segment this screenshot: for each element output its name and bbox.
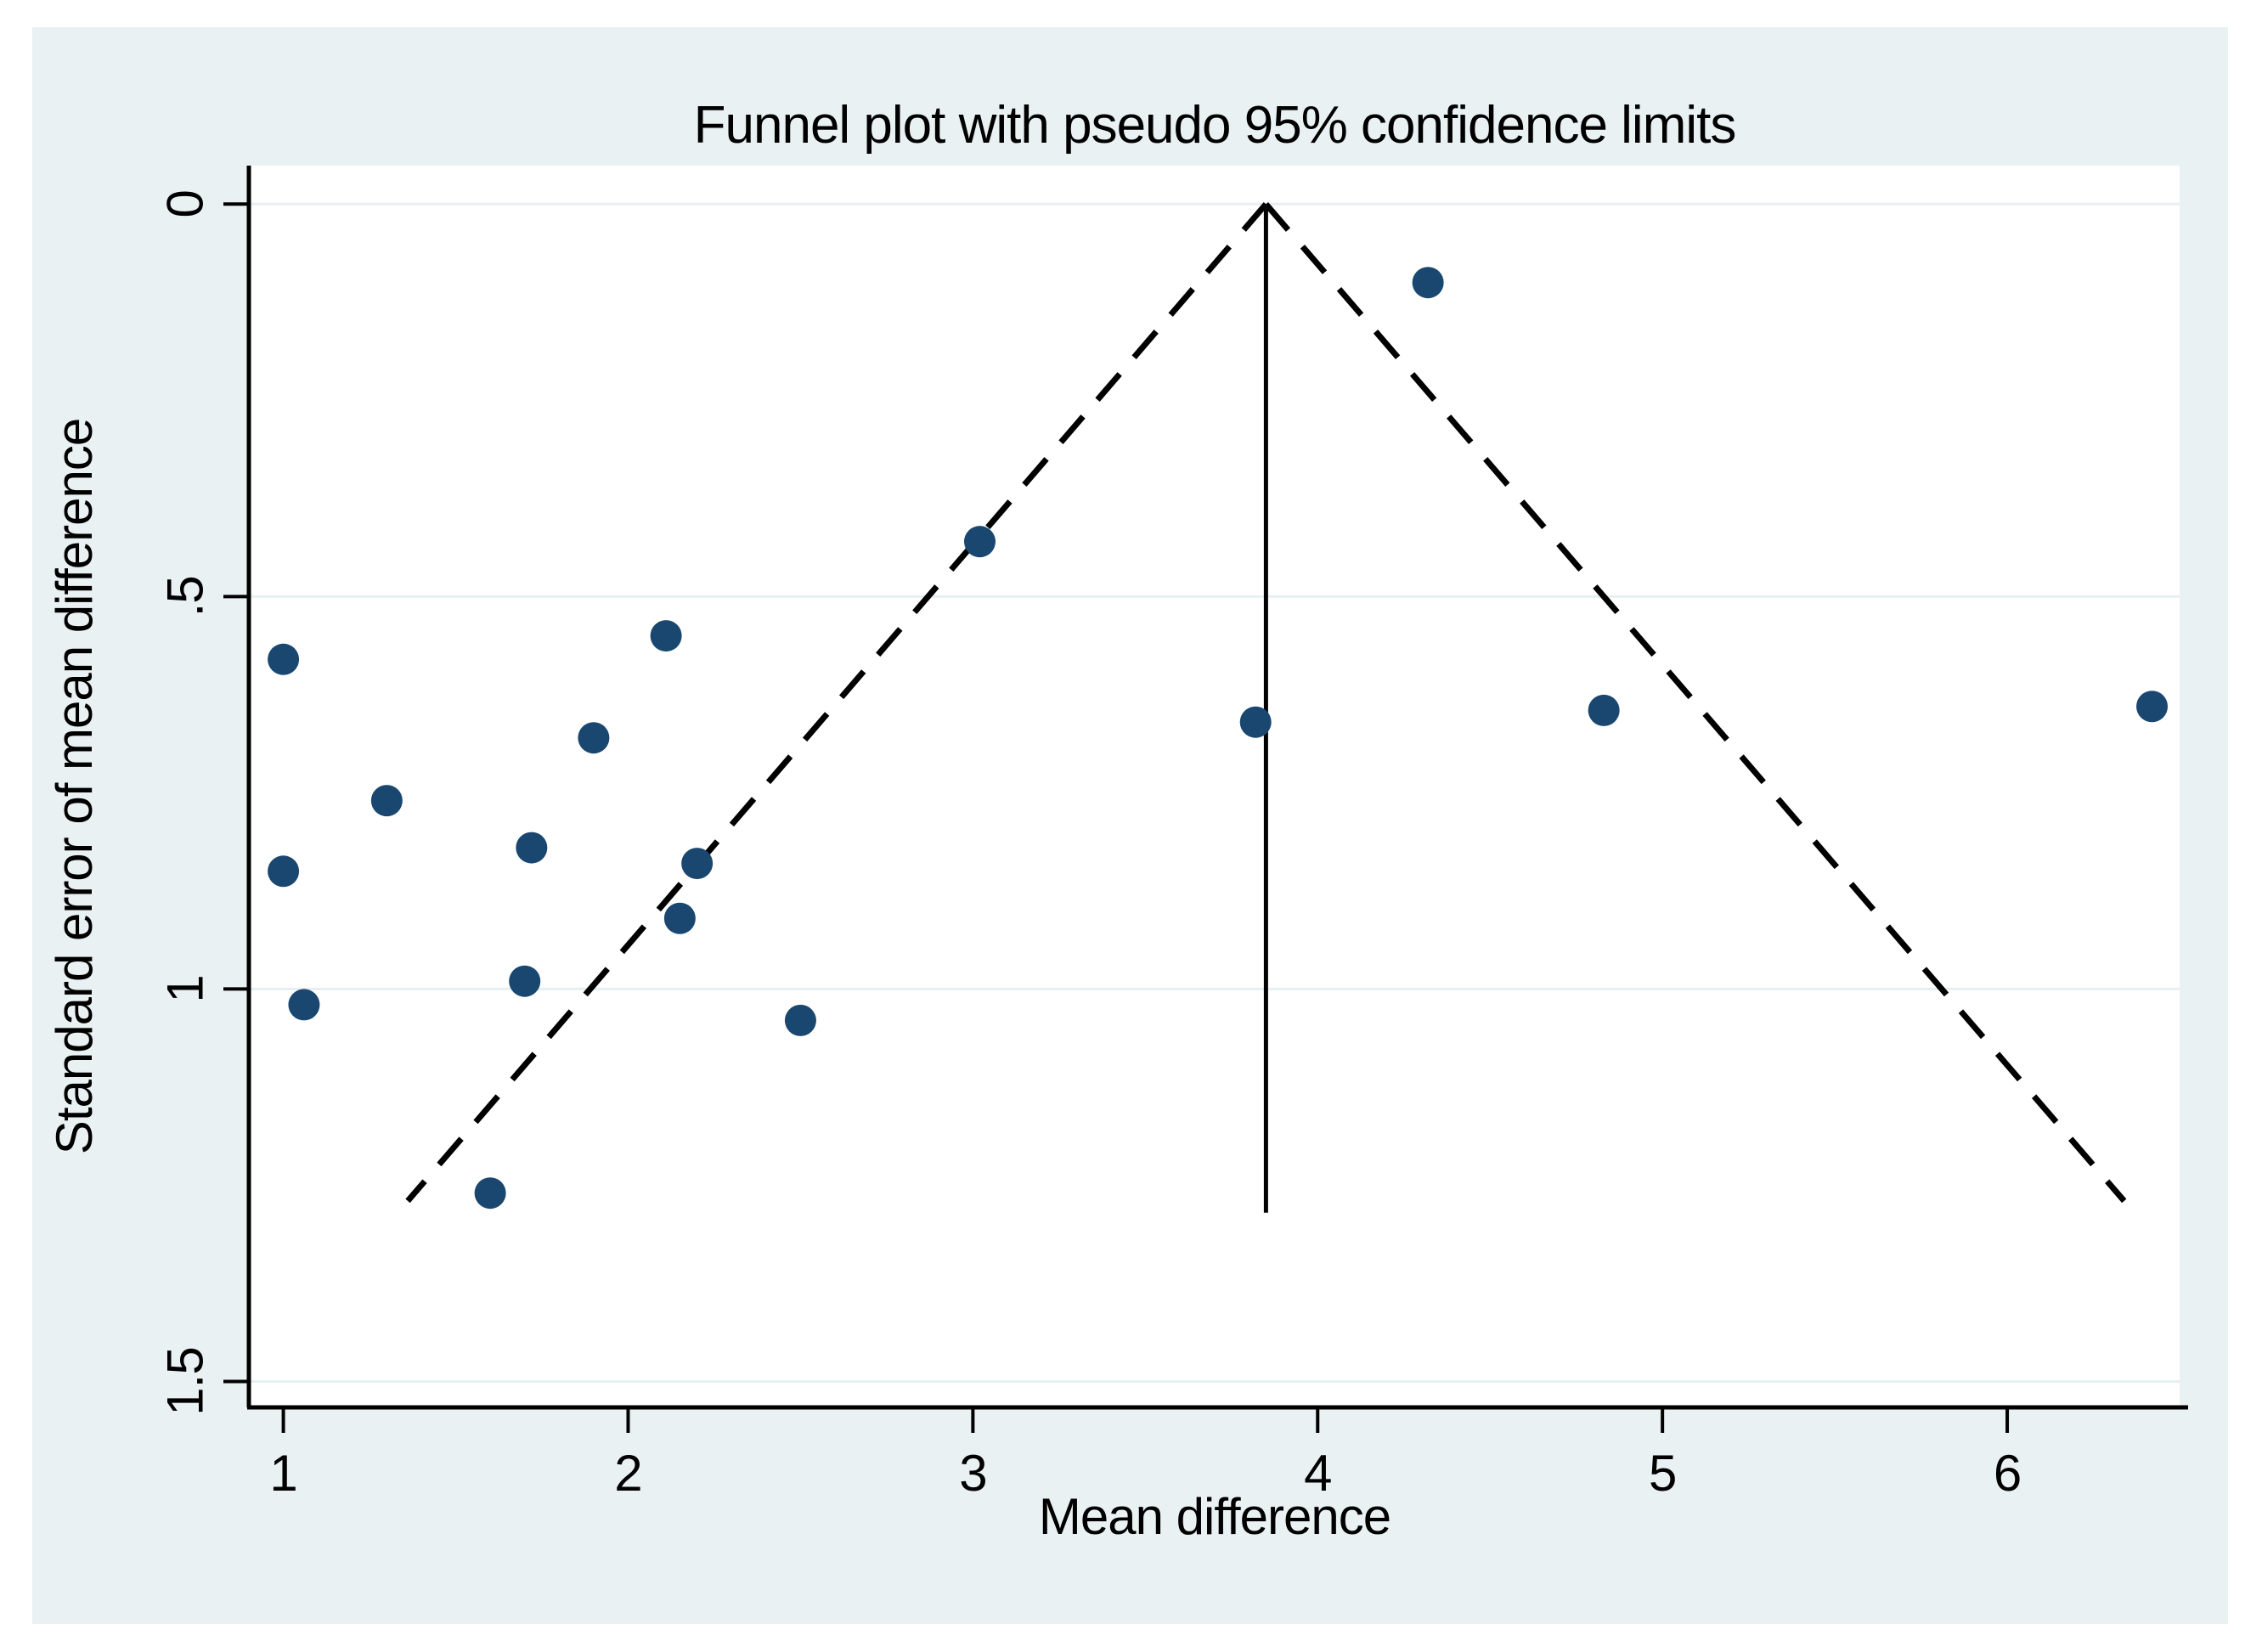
study-point <box>784 1004 816 1036</box>
study-point <box>1239 706 1272 738</box>
pseudo-ci-line-left <box>405 201 1269 1204</box>
study-point <box>963 526 996 558</box>
x-tick-label: 6 <box>1994 1445 2021 1502</box>
study-point <box>1588 694 1620 726</box>
study-point <box>516 832 548 864</box>
study-point <box>268 855 300 888</box>
study-point <box>1412 267 1444 299</box>
data-points-layer <box>268 267 2169 1209</box>
study-point <box>474 1177 506 1209</box>
study-point <box>509 965 541 997</box>
study-point <box>2136 691 2169 723</box>
x-tick-label: 1 <box>269 1445 296 1502</box>
study-point <box>268 643 300 675</box>
plot-area <box>249 166 2180 1407</box>
x-tick-label: 4 <box>1304 1445 1331 1502</box>
pseudo-ci-line-right <box>1263 201 2127 1204</box>
study-point <box>681 848 714 880</box>
y-tick-label: 1 <box>157 975 214 1002</box>
study-point <box>370 785 403 817</box>
chart-title: Funnel plot with pseudo 95% confidence l… <box>694 96 1736 155</box>
study-point <box>288 989 320 1021</box>
y-tick-label: 1.5 <box>157 1347 214 1415</box>
x-tick-label: 3 <box>959 1445 986 1502</box>
study-point <box>650 620 682 652</box>
study-point <box>578 722 610 754</box>
y-tick-label: .5 <box>157 576 214 617</box>
gridlines-layer <box>249 202 2180 1384</box>
y-axis-label: Standard error of mean difference <box>46 419 103 1154</box>
axes-layer <box>246 166 2188 1410</box>
x-tick-label: 5 <box>1649 1445 1676 1502</box>
x-axis-label: Mean difference <box>1039 1488 1390 1545</box>
y-tick-label: 0 <box>157 190 214 217</box>
funnel-lines-layer <box>405 201 2127 1213</box>
x-tick-label: 2 <box>614 1445 641 1502</box>
ticks-layer: 0 .5 1 1.5 1 2 3 4 5 6 <box>157 190 2022 1502</box>
study-point <box>663 902 696 934</box>
